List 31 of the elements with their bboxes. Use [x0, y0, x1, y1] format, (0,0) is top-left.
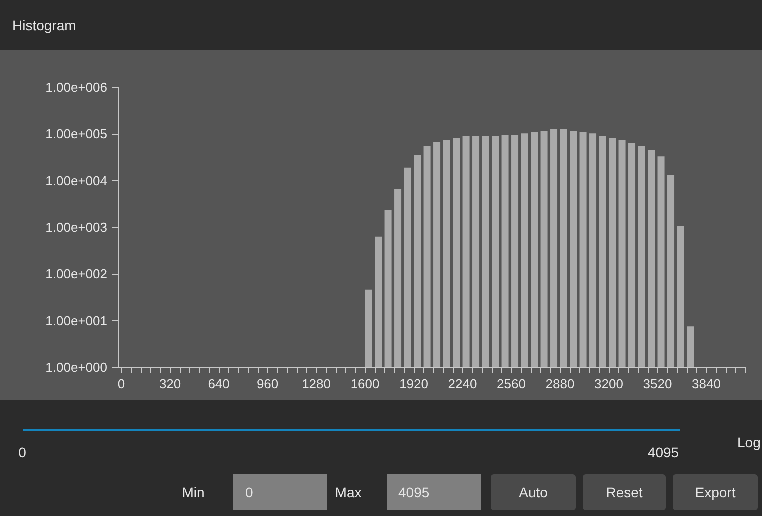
x-tick-label: 2240 — [448, 376, 478, 392]
y-tick-label: 1.00e+005 — [46, 126, 108, 142]
text: 0 — [18, 444, 27, 460]
x-tick-label: 1600 — [350, 376, 380, 392]
y-tick-label: 1.00e+001 — [46, 313, 108, 328]
x-tick-label: 3840 — [692, 376, 721, 392]
x-tick-label: 3520 — [643, 376, 672, 392]
text: Export — [695, 484, 736, 500]
text: 0 — [246, 484, 254, 500]
text: Max — [335, 484, 362, 500]
x-tick-label: 640 — [208, 376, 230, 392]
x-tick-label: 3200 — [594, 376, 624, 392]
x-tick-label: 960 — [256, 376, 279, 392]
text: Min — [182, 484, 205, 500]
y-tick-label: 1.00e+003 — [46, 220, 108, 235]
text: 4095 — [648, 444, 680, 460]
y-tick-label: 1.00e+002 — [46, 266, 108, 282]
x-tick-label: 1920 — [400, 376, 428, 392]
chart-title: Histogram — [12, 18, 76, 34]
y-tick-label: 1.00e+006 — [46, 80, 108, 95]
text: Auto — [519, 484, 548, 500]
x-tick-label: 2560 — [497, 376, 526, 392]
x-tick-label: 2880 — [546, 376, 575, 392]
y-tick-label: 1.00e+000 — [46, 360, 108, 375]
y-tick-label: 1.00e+004 — [46, 173, 108, 188]
text: 4095 — [398, 484, 430, 500]
x-tick-label: 0 — [118, 376, 126, 392]
text: Reset — [606, 484, 643, 500]
x-tick-label: 1280 — [302, 376, 331, 392]
text: Log — [738, 434, 761, 450]
x-tick-label: 320 — [159, 376, 182, 392]
